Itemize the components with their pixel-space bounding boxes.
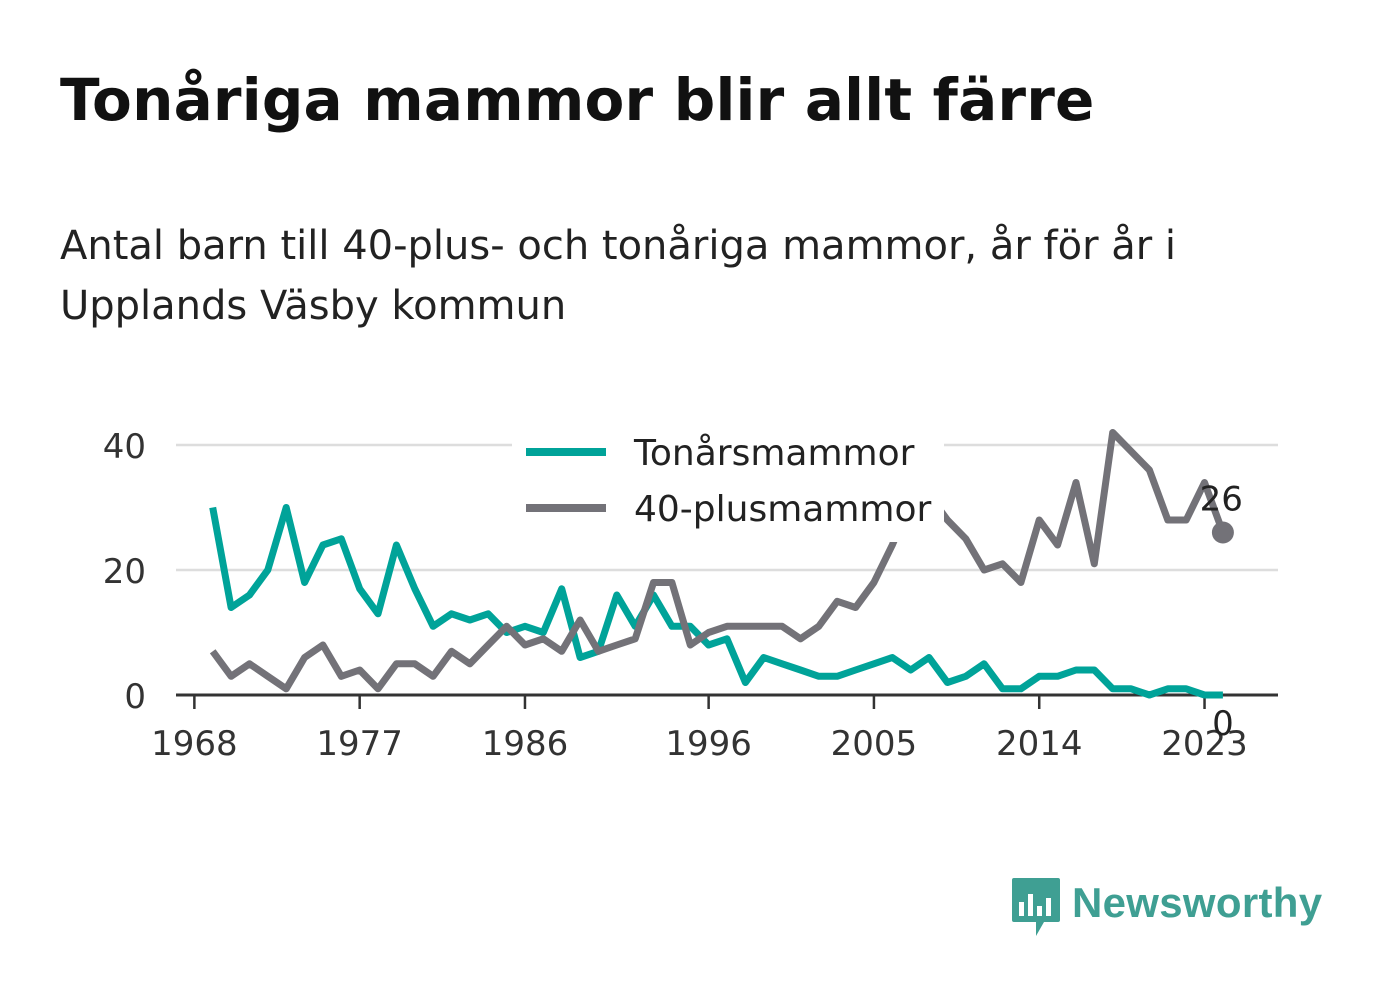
series-line-tonarsmammor — [209, 504, 1223, 699]
x-tick-label: 1986 — [482, 724, 569, 764]
newsworthy-logo-icon — [1012, 878, 1060, 936]
brand-name: Newsworthy — [1072, 879, 1323, 926]
legend-label: Tonårsmammor — [633, 433, 915, 474]
series-lines — [209, 429, 1227, 699]
legend-background — [512, 424, 944, 542]
series-line-40-plusmammor — [209, 429, 1227, 693]
x-tick-label: 2023 — [1161, 724, 1248, 764]
x-tick-label: 2014 — [996, 724, 1083, 764]
y-axis-ticks: 0 20 40 — [103, 427, 146, 717]
end-dot-40-plusmammor — [1211, 521, 1234, 544]
x-axis: 1968 1977 1986 1996 2005 2014 2023 — [151, 693, 1278, 764]
x-tick-label: 2005 — [831, 724, 918, 764]
newsworthy-logo[interactable]: Newsworthy — [1010, 876, 1322, 940]
end-label-tonarsmammor: 0 — [1212, 704, 1234, 744]
x-tick-label: 1996 — [665, 724, 752, 764]
x-tick-label: 1968 — [151, 724, 238, 764]
legend: Tonårsmammor 40-plusmammor — [512, 424, 944, 542]
legend-label: 40-plusmammor — [634, 489, 932, 530]
y-tick-label: 40 — [103, 427, 146, 467]
x-tick-label: 1977 — [316, 724, 403, 764]
end-label-40-plusmammor: 26 — [1200, 480, 1243, 520]
y-tick-label: 20 — [103, 552, 146, 592]
y-tick-label: 0 — [124, 677, 146, 717]
chart-subtitle: Antal barn till 40-plus- och tonåriga ma… — [60, 223, 1177, 329]
end-labels: 26 0 — [1200, 480, 1243, 745]
chart-title: Tonåriga mammor blir allt färre — [60, 66, 1095, 134]
